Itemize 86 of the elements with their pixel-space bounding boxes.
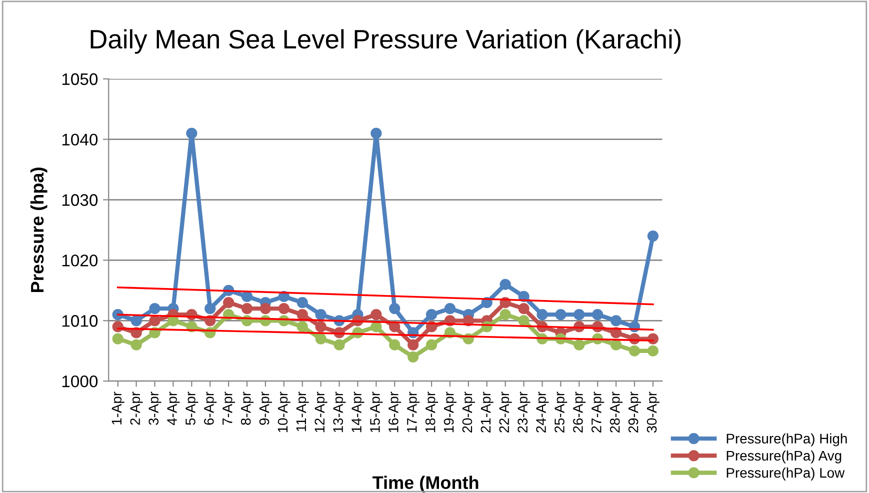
point [260, 303, 272, 314]
point [278, 303, 290, 314]
point [426, 339, 438, 350]
point [168, 315, 179, 326]
x-tick-label: 6-Apr [204, 392, 217, 425]
x-tick-label: 8-Apr [240, 392, 254, 425]
point [370, 321, 382, 332]
point [574, 309, 585, 320]
point [130, 315, 142, 326]
point [370, 128, 382, 139]
x-tick-label: 5-Apr [186, 392, 198, 425]
x-tick-label: 14-Apr [352, 392, 364, 432]
x-tick-label: 17-Apr [407, 392, 420, 432]
point [130, 339, 142, 350]
point [574, 339, 585, 350]
point [204, 303, 216, 314]
x-tick-label: 7-Apr [222, 392, 236, 425]
point [334, 339, 345, 350]
x-tick-label: 1-Apr [112, 392, 124, 424]
x-tick-label: 3-Apr [148, 392, 162, 425]
x-tick-label: 22-Apr [499, 392, 512, 432]
y-tick-label: 1030 [62, 194, 98, 206]
point [628, 345, 640, 356]
point [296, 321, 308, 332]
x-tick-label: 26-Apr [573, 392, 586, 432]
point [223, 296, 234, 308]
x-tick-label: 25-Apr [554, 392, 568, 432]
point [444, 303, 456, 314]
point [408, 339, 419, 350]
point [647, 230, 659, 242]
point [149, 303, 160, 314]
point [112, 333, 124, 344]
point [315, 333, 326, 344]
point [149, 315, 160, 326]
legend-label: Pressure(hPa) High [726, 433, 847, 446]
x-tick-label: 11-Apr [296, 392, 309, 432]
point [315, 321, 326, 332]
x-tick-label: 12-Apr [314, 392, 328, 432]
x-tick-label: 16-Apr [388, 392, 402, 432]
point [536, 309, 548, 320]
point [647, 345, 659, 356]
point [296, 309, 308, 320]
x-tick-label: 15-Apr [370, 392, 383, 432]
x-tick-label: 29-Apr [628, 392, 641, 432]
chart-title: Daily Mean Sea Level Pressure Variation (Karachi) [90, 29, 681, 54]
point [610, 315, 622, 326]
point [592, 309, 604, 320]
point [500, 309, 511, 320]
x-axis-title: Time (Month [372, 476, 478, 493]
point [296, 296, 308, 308]
x-tick-label: 2-Apr [130, 392, 143, 425]
x-tick-label: 21-Apr [480, 392, 494, 432]
point [518, 315, 530, 326]
x-tick-label: 13-Apr [333, 392, 346, 432]
x-tick-label: 30-Apr [646, 392, 660, 433]
x-tick-label: 24-Apr [536, 392, 549, 432]
x-tick-label: 20-Apr [462, 392, 475, 432]
y-tick-label: 1040 [62, 134, 98, 146]
x-tick-label: 18-Apr [425, 392, 438, 432]
x-tick-label: 28-Apr [610, 392, 623, 432]
x-tick-label: 23-Apr [518, 392, 530, 432]
x-tick-label: 9-Apr [259, 392, 272, 425]
y-tick-label: 1010 [62, 315, 98, 327]
x-tick-label: 10-Apr [278, 392, 290, 432]
point [610, 339, 622, 350]
point [241, 303, 253, 314]
point [389, 339, 400, 350]
legend-label: Pressure(hPa) Low [726, 468, 845, 480]
legend-label: Pressure(hPa) Avg [726, 450, 842, 464]
point [426, 309, 438, 320]
y-tick-label: 1000 [62, 375, 98, 388]
point [518, 303, 530, 314]
point [408, 351, 419, 362]
point [389, 303, 400, 314]
point [186, 128, 198, 139]
y-axis-title: Pressure (hpa) [30, 168, 48, 292]
x-tick-label: 19-Apr [444, 392, 456, 432]
point [555, 309, 566, 320]
x-tick-label: 27-Apr [591, 392, 604, 432]
y-tick-label: 1050 [62, 73, 98, 86]
point [315, 309, 326, 320]
x-tick-label: 4-Apr [167, 392, 180, 426]
y-tick-label: 1020 [62, 254, 98, 266]
point [241, 290, 253, 302]
point [370, 309, 382, 320]
point [500, 278, 511, 290]
